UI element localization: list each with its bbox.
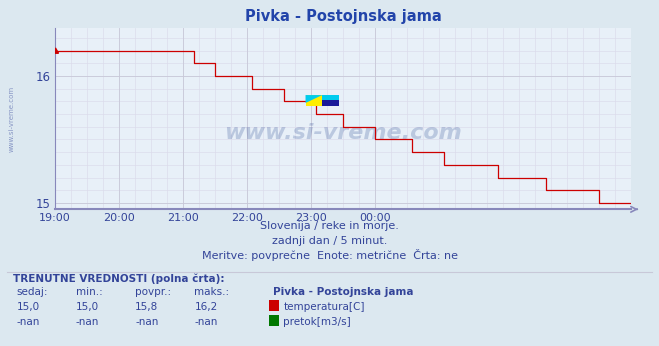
Text: sedaj:: sedaj: [16,287,48,297]
Bar [306,95,339,106]
Text: zadnji dan / 5 minut.: zadnji dan / 5 minut. [272,236,387,246]
Text: 15,8: 15,8 [135,302,158,312]
Text: -nan: -nan [76,317,99,327]
Polygon shape [306,95,322,103]
Text: www.si-vreme.com: www.si-vreme.com [224,123,462,143]
Title: Pivka - Postojnska jama: Pivka - Postojnska jama [244,9,442,24]
Text: temperatura[C]: temperatura[C] [283,302,365,312]
Text: -nan: -nan [16,317,40,327]
Text: -nan: -nan [194,317,217,327]
Text: 16,2: 16,2 [194,302,217,312]
Text: min.:: min.: [76,287,103,297]
Polygon shape [306,100,339,106]
Polygon shape [306,95,322,106]
Polygon shape [322,95,339,100]
Text: Meritve: povprečne  Enote: metrične  Črta: ne: Meritve: povprečne Enote: metrične Črta:… [202,249,457,261]
Text: www.si-vreme.com: www.si-vreme.com [9,85,14,152]
Text: -nan: -nan [135,317,158,327]
Text: 15,0: 15,0 [76,302,99,312]
Text: TRENUTNE VREDNOSTI (polna črta):: TRENUTNE VREDNOSTI (polna črta): [13,273,225,284]
Text: 15,0: 15,0 [16,302,40,312]
Text: povpr.:: povpr.: [135,287,171,297]
Text: maks.:: maks.: [194,287,229,297]
Text: Pivka - Postojnska jama: Pivka - Postojnska jama [273,287,414,297]
Text: Slovenija / reke in morje.: Slovenija / reke in morje. [260,221,399,231]
Text: pretok[m3/s]: pretok[m3/s] [283,317,351,327]
